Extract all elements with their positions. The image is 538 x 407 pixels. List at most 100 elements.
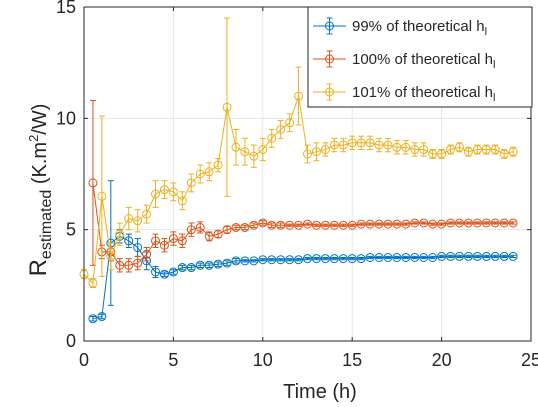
data-point	[311, 220, 321, 230]
legend-label-subscript: l	[493, 59, 495, 71]
data-point	[365, 253, 375, 262]
data-point	[186, 263, 196, 273]
legend-label-subscript: l	[493, 92, 495, 104]
data-point	[374, 253, 384, 262]
legend-label: 99% of theoretical hl	[352, 18, 487, 38]
data-point	[472, 218, 482, 228]
data-point	[454, 251, 464, 261]
data-point	[446, 145, 456, 155]
data-point	[204, 260, 214, 270]
legend-label-text: 101% of theoretical h	[352, 84, 493, 101]
data-point	[508, 251, 518, 261]
data-point	[472, 251, 482, 261]
data-point	[303, 254, 312, 264]
data-point	[383, 140, 393, 150]
data-point	[329, 140, 339, 150]
data-point	[329, 220, 339, 230]
data-point	[320, 254, 330, 264]
data-point	[374, 140, 384, 150]
data-point	[267, 255, 277, 265]
y-axis-label-units-pre: (K.m	[29, 142, 51, 190]
data-point	[303, 149, 312, 159]
data-point	[383, 219, 393, 229]
data-point	[320, 220, 330, 230]
data-point	[437, 219, 447, 229]
data-point	[481, 145, 491, 155]
legend-label: 101% of theoretical hl	[352, 84, 495, 104]
x-tick-label: 10	[253, 350, 273, 370]
data-point	[159, 240, 169, 250]
data-point	[410, 218, 420, 228]
data-point	[508, 218, 518, 228]
data-point	[267, 220, 277, 230]
data-point	[115, 229, 125, 239]
data-point	[329, 254, 339, 264]
data-point	[347, 220, 357, 230]
data-point	[356, 219, 366, 229]
data-point	[383, 253, 393, 262]
data-point	[347, 254, 357, 264]
y-tick-label: 0	[66, 331, 76, 351]
data-point	[338, 254, 348, 264]
legend-box	[307, 6, 533, 108]
data-point	[258, 145, 268, 155]
data-point	[499, 149, 509, 159]
data-point	[347, 138, 357, 148]
data-point	[240, 222, 250, 232]
data-point	[419, 218, 429, 228]
data-point	[168, 267, 178, 277]
data-point	[454, 218, 464, 228]
data-point	[311, 254, 321, 264]
data-point	[124, 260, 134, 270]
y-tick-label: 10	[56, 108, 76, 128]
legend-label-subscript: l	[485, 26, 487, 38]
data-point	[240, 147, 250, 157]
data-point	[177, 196, 187, 206]
data-point	[258, 218, 268, 228]
data-point	[419, 253, 429, 262]
data-point	[249, 256, 259, 266]
data-point	[401, 219, 411, 229]
data-point	[303, 219, 312, 229]
data-point	[231, 222, 241, 232]
data-point	[294, 91, 304, 101]
legend-marker	[325, 87, 334, 97]
x-tick-label: 25	[521, 350, 538, 370]
data-point	[213, 229, 223, 239]
data-point	[88, 178, 98, 188]
data-point	[356, 254, 366, 264]
y-tick-label: 15	[56, 0, 76, 17]
data-point	[294, 220, 304, 230]
data-point	[419, 145, 429, 155]
data-point	[401, 142, 411, 152]
data-point	[499, 251, 509, 261]
legend-marker	[325, 54, 334, 64]
data-point	[195, 222, 205, 232]
data-point	[124, 236, 134, 246]
data-point	[151, 267, 161, 277]
data-point	[401, 253, 411, 262]
data-point	[168, 187, 178, 197]
data-point	[159, 185, 169, 195]
data-point	[151, 189, 161, 199]
data-point	[88, 314, 98, 324]
data-point	[320, 145, 330, 155]
data-point	[97, 191, 107, 201]
data-point	[392, 253, 402, 262]
data-point	[276, 124, 286, 134]
data-point	[133, 216, 143, 226]
data-point	[446, 251, 456, 261]
data-point	[490, 145, 500, 155]
data-point	[454, 142, 464, 152]
data-point	[428, 253, 438, 262]
data-point	[168, 234, 178, 244]
data-point	[222, 258, 232, 268]
data-point	[490, 251, 500, 261]
data-point	[195, 260, 205, 270]
data-point	[437, 149, 447, 159]
data-point	[499, 218, 509, 228]
y-axis-label: Restimated (K.m2/W)	[25, 104, 55, 277]
data-point	[186, 178, 196, 188]
y-axis-label-subscript: estimated	[38, 190, 55, 259]
